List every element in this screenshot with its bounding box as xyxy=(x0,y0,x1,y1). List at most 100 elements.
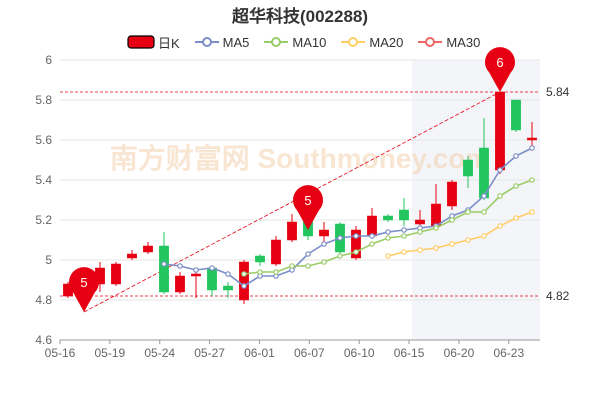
x-tick-label: 06-20 xyxy=(444,346,475,360)
x-tick-label: 05-19 xyxy=(95,346,126,360)
ma-point-ma10 xyxy=(433,225,439,231)
candle-body xyxy=(175,275,185,293)
ma-point-ma5 xyxy=(385,229,391,235)
legend-label-ma10: MA10 xyxy=(292,34,327,50)
legend-item-ma30[interactable]: MA30 xyxy=(417,35,480,50)
ma-point-ma20 xyxy=(401,249,407,255)
ma-point-ma10 xyxy=(273,269,279,275)
watermark: 南方财富网 Southmoney.com xyxy=(110,142,491,174)
candle xyxy=(239,260,249,304)
y-tick-label: 5 xyxy=(45,253,52,267)
ma-point-ma10 xyxy=(513,183,519,189)
y-tick-label: 5.4 xyxy=(35,173,52,187)
ma-point-ma5 xyxy=(321,241,327,247)
chart-title: 超华科技(002288) xyxy=(231,7,369,26)
candle-body xyxy=(255,255,265,263)
ma-point-ma10 xyxy=(289,263,295,269)
ma-point-ma5 xyxy=(209,265,215,271)
x-tick-label: 06-01 xyxy=(244,346,275,360)
ma-point-ma10 xyxy=(449,217,455,223)
legend-item-daily-k[interactable]: 日K xyxy=(127,33,180,52)
line-legend-icon xyxy=(264,37,289,47)
x-tick-label: 05-27 xyxy=(194,346,225,360)
ma-point-ma10 xyxy=(305,263,311,269)
pin-shape xyxy=(293,185,323,230)
candle-body xyxy=(319,229,329,237)
legend-item-ma10[interactable]: MA10 xyxy=(263,35,326,50)
pin-shape xyxy=(69,267,99,312)
reference-label: 5.84 xyxy=(546,85,570,99)
candle xyxy=(399,198,409,226)
candle xyxy=(271,236,281,266)
ma-point-ma10 xyxy=(353,249,359,255)
candle-body xyxy=(399,209,409,221)
y-tick-label: 4.8 xyxy=(35,293,52,307)
ma-point-ma5 xyxy=(497,167,503,173)
candle xyxy=(463,156,473,188)
chart-legend: 日K MA5 MA10 MA20 MA30 xyxy=(127,33,494,51)
candle xyxy=(351,226,361,260)
pin-label: 5 xyxy=(80,275,87,290)
ma-point-ma20 xyxy=(449,241,455,247)
ma-point-ma10 xyxy=(337,253,343,259)
pin-label: 6 xyxy=(496,55,503,70)
pin-annotation: 5 xyxy=(69,267,99,312)
candle-body xyxy=(143,245,153,253)
candle-body xyxy=(111,263,121,285)
ma-point-ma20 xyxy=(497,223,503,229)
candle-legend-icon xyxy=(127,35,155,49)
candle xyxy=(447,180,457,210)
candle xyxy=(175,272,185,294)
candle-body xyxy=(191,273,201,277)
ma-point-ma5 xyxy=(177,263,183,269)
candle xyxy=(191,268,201,298)
candle-body xyxy=(383,215,393,221)
candle-body xyxy=(431,203,441,227)
ma-point-ma5 xyxy=(353,233,359,239)
candle xyxy=(143,242,153,254)
ma-point-ma20 xyxy=(513,215,519,221)
candle-body xyxy=(287,221,297,241)
legend-label-ma30: MA30 xyxy=(446,34,481,50)
candle xyxy=(111,262,121,286)
x-tick-label: 06-23 xyxy=(493,346,524,360)
reference-label: 4.82 xyxy=(546,289,570,303)
legend-label-ma5: MA5 xyxy=(222,34,250,50)
ma-point-ma5 xyxy=(305,251,311,257)
ma-point-ma10 xyxy=(417,229,423,235)
candle xyxy=(223,282,233,298)
candle xyxy=(415,210,425,228)
x-tick-label: 06-15 xyxy=(394,346,425,360)
ma-point-ma10 xyxy=(241,271,247,277)
candle-body xyxy=(159,245,169,293)
ma-point-ma10 xyxy=(369,241,375,247)
legend-item-ma5[interactable]: MA5 xyxy=(194,34,250,50)
ma-point-ma10 xyxy=(321,259,327,265)
candle-body xyxy=(351,229,361,259)
legend-label-daily-k: 日K xyxy=(158,35,180,51)
candle-body xyxy=(511,99,521,131)
ma-point-ma10 xyxy=(401,233,407,239)
candle-body xyxy=(223,285,233,291)
ma-point-ma10 xyxy=(497,193,503,199)
ma-line-ma5 xyxy=(163,147,533,287)
candle xyxy=(127,250,137,260)
x-tick-label: 05-24 xyxy=(144,346,175,360)
ma-point-ma10 xyxy=(529,177,535,183)
candle xyxy=(383,214,393,222)
candle-body xyxy=(447,181,457,207)
candle-body xyxy=(127,253,137,259)
ma-point-ma10 xyxy=(257,269,263,275)
ma-point-ma20 xyxy=(417,247,423,253)
legend-item-ma20[interactable]: MA20 xyxy=(340,35,403,50)
ma-point-ma10 xyxy=(481,209,487,215)
ma-point-ma20 xyxy=(529,209,535,215)
candle-body xyxy=(463,159,473,177)
candle-body xyxy=(415,219,425,225)
line-legend-icon xyxy=(194,37,219,47)
x-tick-label: 05-16 xyxy=(45,346,76,360)
candle xyxy=(495,91,505,174)
ma-point-ma20 xyxy=(385,253,391,259)
ma-point-ma5 xyxy=(513,153,519,159)
ma-point-ma10 xyxy=(465,209,471,215)
